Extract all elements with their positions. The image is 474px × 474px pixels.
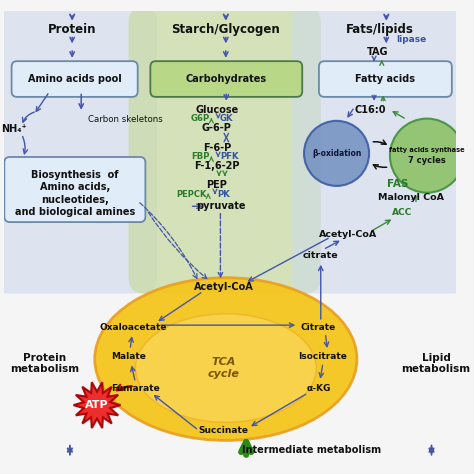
Circle shape [304, 121, 369, 186]
Text: pyruvate: pyruvate [196, 201, 245, 211]
FancyBboxPatch shape [150, 61, 302, 97]
Text: Glucose: Glucose [195, 105, 238, 115]
Text: 7 cycles: 7 cycles [408, 155, 446, 164]
Text: TAG: TAG [366, 46, 388, 57]
Text: nucleotides,: nucleotides, [41, 195, 109, 205]
Text: C16:0: C16:0 [355, 105, 386, 116]
Text: PFK: PFK [220, 153, 238, 162]
Text: Fumarate: Fumarate [111, 384, 160, 393]
Text: Fats/lipids: Fats/lipids [346, 23, 413, 36]
Text: Acetyl-CoA: Acetyl-CoA [194, 282, 254, 292]
Text: PEPCK: PEPCK [176, 190, 207, 199]
Text: fatty acids synthase: fatty acids synthase [389, 147, 465, 153]
Text: Isocitrate: Isocitrate [299, 352, 347, 361]
Text: Acetyl-CoA: Acetyl-CoA [319, 230, 377, 239]
Text: Citrate: Citrate [301, 323, 336, 332]
Text: PK: PK [217, 190, 230, 199]
Text: Carbon skeletons: Carbon skeletons [88, 115, 163, 124]
FancyBboxPatch shape [319, 61, 452, 97]
Text: Intermediate metabolism: Intermediate metabolism [242, 446, 381, 456]
Text: α-KG: α-KG [306, 384, 331, 393]
Polygon shape [73, 382, 120, 428]
Text: ATP: ATP [85, 400, 109, 410]
Text: F-6-P: F-6-P [203, 143, 231, 153]
Text: Fatty acids: Fatty acids [356, 74, 415, 84]
FancyBboxPatch shape [11, 61, 137, 97]
Text: Lipid
metabolism: Lipid metabolism [401, 353, 471, 374]
Text: Carbohydrates: Carbohydrates [186, 74, 267, 84]
Text: NH₄⁺: NH₄⁺ [1, 124, 27, 135]
Text: Oxaloacetate: Oxaloacetate [100, 323, 167, 332]
Text: citrate: citrate [303, 252, 338, 261]
Text: β-oxidation: β-oxidation [312, 149, 361, 158]
Text: ACC: ACC [392, 208, 412, 217]
Ellipse shape [136, 314, 316, 422]
Text: lipase: lipase [396, 35, 426, 44]
FancyBboxPatch shape [4, 157, 146, 222]
Text: Malonyl CoA: Malonyl CoA [378, 193, 444, 202]
Text: Protein
metabolism: Protein metabolism [10, 353, 80, 374]
Text: Amino acids,: Amino acids, [40, 182, 110, 192]
Text: Biosynthesis  of: Biosynthesis of [31, 170, 118, 180]
Text: Malate: Malate [111, 352, 146, 361]
Text: and biological amines: and biological amines [15, 207, 135, 217]
Text: Protein: Protein [48, 23, 96, 36]
Text: G6P: G6P [191, 114, 210, 123]
Text: PEP: PEP [206, 180, 227, 190]
Text: G-6-P: G-6-P [202, 123, 232, 133]
Text: GK: GK [220, 114, 234, 123]
Circle shape [390, 118, 464, 193]
FancyBboxPatch shape [128, 7, 321, 293]
Text: Succinate: Succinate [199, 426, 248, 435]
Text: TCA
cycle: TCA cycle [208, 357, 239, 379]
Text: Amino acids pool: Amino acids pool [27, 74, 121, 84]
Text: FBP: FBP [191, 153, 210, 162]
Text: F-1,6-2P: F-1,6-2P [194, 161, 239, 171]
Ellipse shape [95, 278, 357, 440]
Text: FAS: FAS [387, 179, 408, 189]
Text: Starch/Glycogen: Starch/Glycogen [172, 23, 280, 36]
FancyBboxPatch shape [0, 7, 157, 293]
FancyBboxPatch shape [292, 7, 469, 293]
